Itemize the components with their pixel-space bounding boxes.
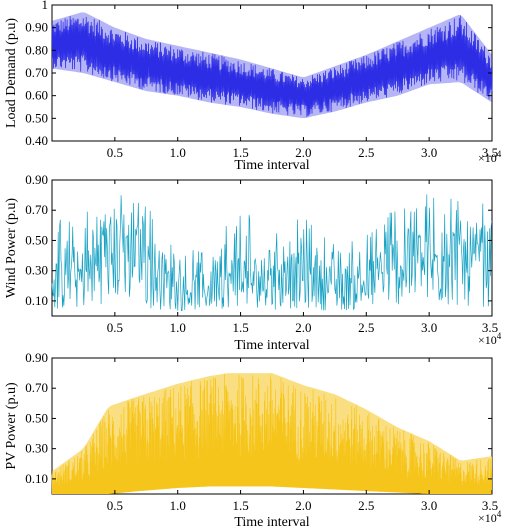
x-multiplier-base: ×10 — [478, 151, 497, 165]
x-tick-label: 0.5 — [107, 498, 123, 513]
y-tick-label: 0.10 — [25, 471, 48, 486]
plot-area — [51, 357, 493, 495]
x-multiplier-base: ×10 — [478, 511, 497, 525]
svg-text:×104: ×104 — [478, 331, 502, 347]
svg-text:×104: ×104 — [478, 509, 502, 525]
x-tick-label: 1.0 — [170, 498, 186, 513]
x-tick-label: 3.0 — [421, 498, 437, 513]
x-multiplier-exponent: 4 — [497, 331, 502, 341]
y-tick-label: 0.60 — [25, 88, 48, 103]
y-tick-label: 0.40 — [25, 133, 48, 148]
axes-layer: 0.5 1.0 1.5 2.0 2.5 3.0 3.5 0.10 0.30 0.50 0.70 0.9… — [25, 172, 498, 335]
series-line — [51, 373, 493, 495]
axes-layer: 0.5 1.0 1.5 2.0 2.5 3.0 3.5 0.40 0.50 0.60 0.70 0.8… — [25, 0, 498, 160]
x-axis-title: Time interval — [234, 158, 309, 173]
x-multiplier-label: ×104 — [478, 149, 502, 165]
y-tick-label: 0.70 — [25, 380, 48, 395]
y-tick-label: 0.70 — [25, 202, 48, 217]
pv-power-panel: 0.5 1.0 1.5 2.0 2.5 3.0 3.5 0.10 0.30 0.50 0.70 0.9… — [4, 350, 502, 530]
x-tick-label: 3.5 — [482, 498, 498, 513]
series-envelope — [52, 12, 492, 118]
axes-layer: 0.5 1.0 1.5 2.0 2.5 3.0 3.5 0.10 0.30 0.50 0.70 0.9… — [25, 350, 498, 513]
data-layer — [51, 373, 493, 495]
y-tick-label: 0.50 — [25, 232, 48, 247]
x-tick-label: 2.0 — [295, 145, 311, 160]
series-line — [51, 194, 493, 312]
data-layer — [51, 194, 493, 312]
x-tick-label: 1.0 — [170, 320, 186, 335]
y-tick-label: 1 — [42, 0, 49, 12]
series-line — [51, 15, 493, 118]
y-tick-label: 0.90 — [25, 20, 48, 35]
y-tick-label: 0.30 — [25, 263, 48, 278]
x-axis-title: Time interval — [234, 515, 309, 530]
y-tick-label: 0.50 — [25, 110, 48, 125]
data-layer — [51, 12, 493, 118]
y-tick-label: 0.80 — [25, 42, 48, 57]
plot-area — [51, 179, 493, 317]
x-tick-label: 0.5 — [107, 320, 123, 335]
x-tick-label: 2.5 — [358, 145, 374, 160]
x-tick-label: 3.0 — [421, 320, 437, 335]
x-tick-label: 2.0 — [295, 320, 311, 335]
x-tick-label: 2.0 — [295, 498, 311, 513]
wind-power-panel: 0.5 1.0 1.5 2.0 2.5 3.0 3.5 0.10 0.30 0.50 0.70 0.9… — [4, 172, 502, 353]
x-multiplier-exponent: 4 — [497, 509, 502, 519]
y-tick-label: 0.90 — [25, 172, 48, 187]
x-axis-title: Time interval — [234, 338, 309, 353]
x-tick-label: 2.5 — [358, 498, 374, 513]
x-tick-label: 0.5 — [107, 145, 123, 160]
load-demand-panel: 0.5 1.0 1.5 2.0 2.5 3.0 3.5 0.40 0.50 0.60 0.70 0.8… — [4, 0, 502, 173]
y-tick-label: 0.70 — [25, 65, 48, 80]
y-axis-title: Load Demand (p.u) — [4, 18, 19, 128]
x-multiplier-exponent: 4 — [497, 149, 502, 159]
svg-text:×104: ×104 — [478, 149, 502, 165]
y-tick-label: 0.50 — [25, 410, 48, 425]
x-multiplier-label: ×104 — [478, 331, 502, 347]
x-tick-label: 3.0 — [421, 145, 437, 160]
y-tick-label: 0.90 — [25, 350, 48, 365]
x-multiplier-label: ×104 — [478, 509, 502, 525]
x-tick-label: 2.5 — [358, 320, 374, 335]
y-tick-label: 0.10 — [25, 293, 48, 308]
x-tick-label: 1.5 — [232, 320, 248, 335]
x-multiplier-base: ×10 — [478, 333, 497, 347]
x-tick-label: 1.5 — [232, 498, 248, 513]
y-axis-title: Wind Power (p.u) — [4, 198, 19, 298]
x-tick-label: 3.5 — [482, 145, 498, 160]
y-tick-label: 0.30 — [25, 441, 48, 456]
x-tick-label: 1.0 — [170, 145, 186, 160]
x-tick-label: 1.5 — [232, 145, 248, 160]
y-axis-title: PV Power (p.u) — [4, 382, 19, 470]
x-tick-label: 3.5 — [482, 320, 498, 335]
